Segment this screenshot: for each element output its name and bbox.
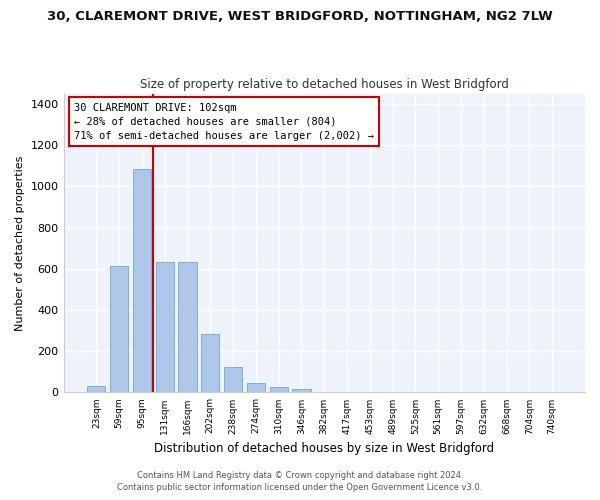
X-axis label: Distribution of detached houses by size in West Bridgford: Distribution of detached houses by size … (154, 442, 494, 455)
Text: Contains HM Land Registry data © Crown copyright and database right 2024.
Contai: Contains HM Land Registry data © Crown c… (118, 471, 482, 492)
Bar (87, 386, 106, 392)
Text: 30 CLAREMONT DRIVE: 102sqm
← 28% of detached houses are smaller (804)
71% of sem: 30 CLAREMONT DRIVE: 102sqm ← 28% of deta… (74, 102, 374, 141)
Bar (110, 266, 128, 392)
Y-axis label: Number of detached properties: Number of detached properties (15, 156, 25, 330)
Bar (247, 383, 265, 392)
Bar (155, 262, 174, 392)
Title: Size of property relative to detached houses in West Bridgford: Size of property relative to detached ho… (140, 78, 509, 91)
Text: 30, CLAREMONT DRIVE, WEST BRIDGFORD, NOTTINGHAM, NG2 7LW: 30, CLAREMONT DRIVE, WEST BRIDGFORD, NOT… (47, 10, 553, 23)
Bar (178, 262, 197, 392)
Bar (292, 390, 311, 392)
Bar (133, 169, 151, 392)
Bar (224, 366, 242, 392)
Bar (201, 334, 220, 392)
Bar (269, 388, 288, 392)
